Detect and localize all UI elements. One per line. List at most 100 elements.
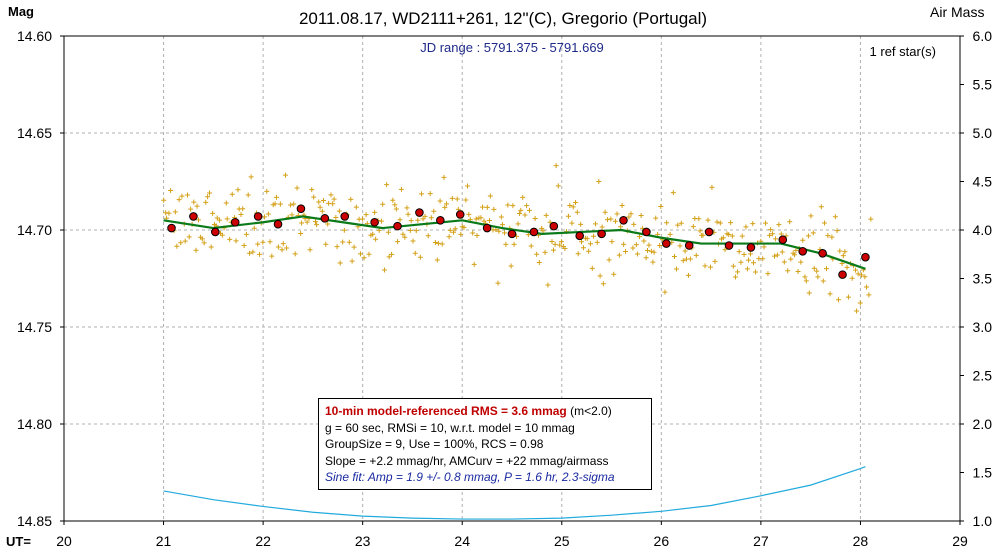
raw-point (677, 243, 683, 249)
raw-point (330, 201, 336, 207)
raw-point (606, 257, 612, 263)
raw-point (203, 199, 209, 205)
raw-point (366, 251, 372, 257)
raw-point (857, 300, 863, 306)
raw-point (314, 222, 320, 228)
raw-point (738, 259, 744, 265)
raw-point (454, 196, 460, 202)
raw-point (586, 248, 592, 254)
binned-point (818, 248, 827, 258)
raw-point (238, 211, 244, 217)
raw-point (717, 220, 723, 226)
raw-point (785, 268, 791, 274)
raw-point (827, 291, 833, 297)
raw-point (458, 231, 464, 237)
raw-point (697, 228, 703, 234)
raw-point (245, 192, 251, 198)
raw-point (651, 249, 657, 255)
raw-point (499, 222, 505, 228)
binned-point (798, 247, 808, 256)
raw-point (393, 206, 399, 212)
legend-line-2: g = 60 sec, RMSi = 10, w.r.t. model = 10… (325, 420, 575, 435)
raw-point (800, 237, 806, 243)
x-tick-label: 22 (255, 533, 271, 549)
raw-point (336, 208, 342, 214)
raw-point (337, 260, 343, 266)
raw-point (446, 234, 452, 240)
raw-point (774, 252, 780, 258)
raw-point (413, 228, 419, 234)
raw-point (707, 264, 713, 270)
raw-point (219, 232, 225, 238)
raw-point (273, 194, 279, 200)
raw-point (505, 202, 511, 208)
raw-point (269, 253, 275, 259)
x-tick-label: 20 (56, 533, 72, 549)
raw-point (675, 222, 681, 228)
raw-point (526, 207, 532, 213)
raw-point (768, 227, 774, 233)
raw-point (673, 266, 679, 272)
raw-point (802, 274, 808, 280)
raw-point (810, 230, 816, 236)
raw-point (645, 247, 651, 253)
binned-point (746, 243, 756, 252)
raw-point (405, 211, 411, 217)
raw-point (741, 252, 747, 258)
raw-point (227, 236, 233, 242)
raw-point (493, 227, 499, 233)
binned-point (704, 227, 714, 237)
raw-point (412, 250, 418, 256)
raw-point (730, 263, 736, 269)
raw-point (678, 220, 684, 226)
raw-point (798, 259, 804, 265)
y-right-tick-label: 1.5 (973, 465, 993, 481)
raw-point (623, 248, 629, 254)
raw-point (432, 239, 438, 245)
legend-line-4: Slope = +2.2 mmag/hr, AMCurv = +22 mmag/… (325, 453, 609, 468)
raw-point (748, 251, 754, 257)
raw-point (767, 232, 773, 238)
binned-point (597, 229, 606, 239)
raw-point (517, 210, 523, 216)
raw-point (646, 242, 652, 248)
raw-point (591, 233, 597, 239)
raw-point (643, 255, 649, 261)
x-axis-prefix: UT= (6, 534, 31, 549)
raw-point (549, 239, 555, 245)
raw-point (552, 241, 558, 247)
x-tick-label: 24 (454, 533, 470, 549)
raw-point (372, 209, 378, 215)
raw-point (384, 182, 390, 188)
raw-point (630, 245, 636, 251)
model-curve (163, 215, 866, 270)
raw-point (363, 212, 369, 218)
raw-point (235, 187, 241, 193)
raw-point (282, 172, 288, 178)
raw-point (265, 211, 271, 217)
binned-point (415, 208, 424, 217)
raw-point (726, 232, 732, 238)
raw-point (373, 236, 379, 242)
raw-point (408, 218, 414, 224)
raw-point (763, 220, 769, 226)
raw-point (179, 193, 185, 199)
raw-point (550, 247, 556, 253)
raw-point (558, 239, 564, 245)
binned-point (211, 227, 220, 237)
raw-point (172, 209, 178, 215)
raw-point (866, 292, 872, 298)
raw-point (272, 201, 278, 207)
x-tick-label: 27 (753, 533, 769, 549)
raw-point (776, 222, 782, 228)
raw-point (587, 241, 593, 247)
raw-point (849, 275, 855, 281)
raw-point (570, 204, 576, 210)
raw-point (680, 258, 686, 264)
raw-point (378, 218, 384, 224)
raw-point (319, 208, 325, 214)
raw-point (407, 228, 413, 234)
raw-point (229, 191, 235, 197)
raw-point (578, 221, 584, 227)
